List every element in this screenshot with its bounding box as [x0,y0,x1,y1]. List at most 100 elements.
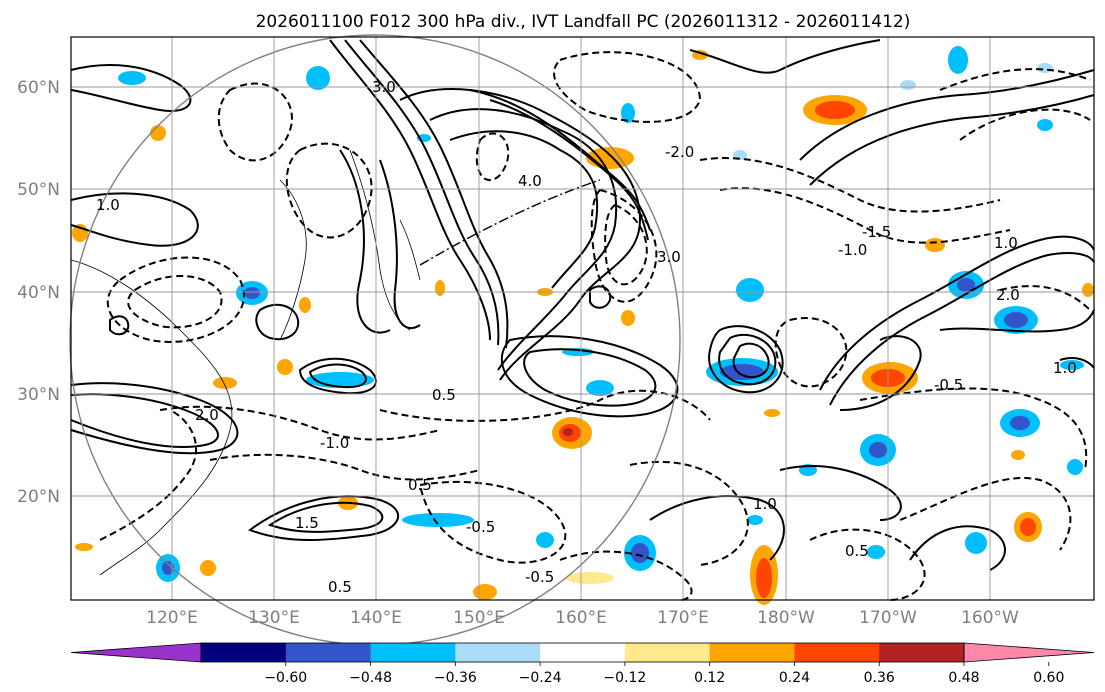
lon-tick-labels: 120°E 130°E 140°E 150°E 160°E 170°E 180°… [146,608,1019,628]
contour-line [329,39,491,341]
shade-patch [306,66,330,90]
shade-patch [1037,63,1053,73]
contour-line [255,303,300,340]
contour-line [217,82,293,162]
shade-patch [118,71,146,85]
contour-line [939,68,1091,91]
contour-line [604,203,648,286]
shade-patch [1037,119,1053,131]
contour-line [649,495,785,561]
contour-line [899,477,1072,551]
contour-line [344,39,500,346]
shade-patch [162,561,174,575]
lon-tick-label: 180°W [757,608,815,628]
contour-label: 3.0 [372,78,396,96]
contour-line [732,342,770,379]
contour-line [247,495,400,541]
contour-label: -0.5 [934,376,963,394]
contour-label: -0.5 [466,518,495,536]
colorbar-ticks: −0.60 −0.48 −0.36 −0.24 −0.12 0.12 0.24 0.36 0.4… [264,662,1064,686]
contour-line [209,453,481,481]
contour-line [489,99,649,241]
colorbar-tick-label: 0.12 [694,670,725,686]
map-panel: 0.5 0.5 0.5 0.5 1.0 1.0 1.0 1.5 2.0 2.0 … [17,34,1095,646]
shade-patch [756,558,772,598]
figure-title: 2026011100 F012 300 hPa div., IVT Landfa… [256,12,911,32]
contour-label: 0.5 [845,542,869,560]
contour-line [308,363,367,389]
colorbar-segment [540,643,626,662]
colorbar-tick-label: −0.60 [264,670,307,686]
lat-tick-label: 60°N [17,78,60,98]
contour-line [70,192,199,247]
contour-label: 1.5 [295,514,319,532]
contour-line [939,309,1095,333]
colorbar-tick-label: −0.36 [434,670,477,686]
contour-line [819,235,1095,391]
colorbar-outline [200,642,965,663]
contour-line [106,256,245,343]
contour-label: 1.0 [1053,359,1077,377]
contour-line [429,108,618,371]
contour-line [689,39,881,74]
contour-labels: 0.5 0.5 0.5 0.5 1.0 1.0 1.0 1.5 2.0 2.0 … [96,78,1077,596]
shade-patch [299,297,311,313]
shade-patch [925,238,945,252]
shade-patch [965,532,987,554]
contour-label: 3.0 [657,248,681,266]
contour-line [1059,357,1095,369]
contour-line [590,188,658,303]
contour-label: -0.5 [525,568,554,586]
colorbar-tick-label: 0.24 [779,670,810,686]
contour-line [718,333,777,386]
contour-line [708,325,784,394]
shade-patch [815,101,855,119]
colorbar-segment [794,643,880,662]
contour-label: -2.0 [665,143,694,161]
dash-dot-line [419,179,601,266]
contour-label: -1.0 [320,434,349,452]
contour-label: 0.5 [328,578,352,596]
contour-line [589,285,612,309]
contour-line [298,357,377,395]
colorbar-tick-label: −0.48 [349,670,392,686]
contour-label: -1.5 [862,223,891,241]
contour-line [719,187,1011,244]
shaded-field [72,46,1094,605]
coastline [279,179,307,341]
contour-line [70,64,192,112]
contour-line [399,88,642,381]
shade-patch [631,543,649,563]
contour-label: 1.0 [994,234,1018,252]
contour-label: 0.5 [408,476,432,494]
contour-line [829,252,1095,406]
lat-tick-labels: 60°N 50°N 40°N 30°N 20°N [17,78,60,507]
shade-patch [473,584,497,600]
contour-label: 1.0 [753,495,777,513]
contour-line [70,382,239,455]
contour-line [523,348,657,407]
contour-line [159,405,441,441]
shade-patch [150,125,166,141]
shade-patch [1020,518,1036,536]
contour-line [809,528,926,601]
contour-line [779,465,902,521]
contour-line [418,480,567,564]
lon-tick-label: 160°W [961,608,1019,628]
lat-tick-label: 50°N [17,180,60,200]
colorbar-tick-label: 0.36 [864,670,895,686]
contour-line [839,335,922,411]
shade-patch [1010,416,1030,430]
contour-line [70,393,219,448]
colorbar-segment [879,643,965,662]
shade-patch [435,280,445,296]
shade-patch [1004,312,1028,328]
shade-patch [213,377,237,389]
shade-patch [244,287,260,299]
coastlines [70,149,421,576]
lon-tick-label: 120°E [146,608,198,628]
shade-patch [764,409,780,417]
contour-line [109,315,130,336]
shade-patch [957,278,975,292]
contour-label: 1.0 [96,196,120,214]
